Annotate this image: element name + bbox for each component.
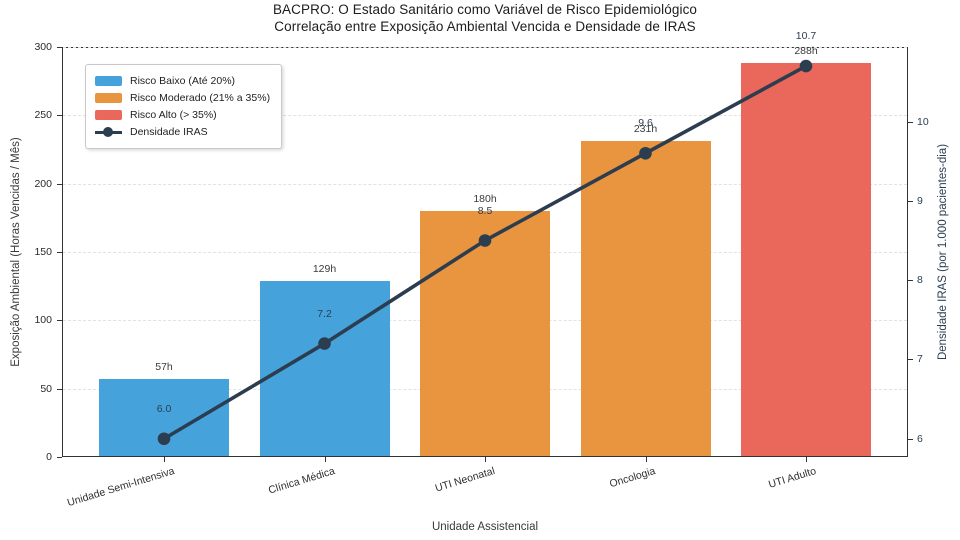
line-value-label: 10.7 xyxy=(795,30,817,43)
y-tick-left xyxy=(57,183,62,185)
x-tick xyxy=(324,457,326,462)
legend-item-risco-baixo: Risco Baixo (Até 20%) xyxy=(95,73,270,89)
x-tick xyxy=(164,457,165,462)
x-tick-label: UTI Adulto xyxy=(767,465,818,491)
legend-label: Risco Moderado (21% a 35%) xyxy=(130,92,271,104)
y-tick-label-right: 6 xyxy=(917,432,923,445)
legend-swatch-risco-moderado xyxy=(95,93,122,103)
y-tick-right xyxy=(908,280,913,282)
legend-label: Risco Alto (> 35%) xyxy=(130,109,217,121)
legend-item-risco-moderado: Risco Moderado (21% a 35%) xyxy=(95,90,270,106)
y-tick-label-right: 10 xyxy=(917,115,929,128)
bar xyxy=(580,141,711,456)
y-tick-right xyxy=(908,200,913,202)
y-tick-left xyxy=(57,115,62,117)
y-tick-right xyxy=(908,121,913,123)
x-tick-label: UTI Neonatal xyxy=(433,465,497,495)
y-tick-label-right: 8 xyxy=(917,274,923,287)
y-axis-title-left: Exposição Ambiental (Horas Vencidas / Mê… xyxy=(10,137,22,367)
y-tick-label-left: 50 xyxy=(40,382,52,395)
x-tick-label: Unidade Semi-Intensiva xyxy=(65,465,176,510)
chart-title: BACPRO: O Estado Sanitário como Variável… xyxy=(272,2,698,17)
legend-label: Densidade IRAS xyxy=(130,126,208,138)
x-tick-label: Clínica Médica xyxy=(266,465,337,497)
legend-swatch-risco-baixo xyxy=(95,76,122,86)
y-axis-title-right: Densidade IRAS (por 1.000 pacientes-dia) xyxy=(937,143,949,361)
x-tick-label: Oncologia xyxy=(608,465,658,491)
bar xyxy=(741,63,871,456)
bar-value-label: 288h xyxy=(794,45,818,58)
x-tick xyxy=(645,457,647,462)
line-value-label: 7.2 xyxy=(317,307,332,320)
x-axis-title: Unidade Assistencial xyxy=(431,521,539,533)
y-tick-right xyxy=(908,359,913,361)
bar-value-label: 57h xyxy=(155,361,173,374)
legend-item-densidade-iras: Densidade IRAS xyxy=(95,124,270,140)
gridline xyxy=(63,183,907,185)
y-tick-label-right: 7 xyxy=(917,353,923,366)
line-marker xyxy=(799,59,813,73)
legend: Risco Baixo (Até 20%) Risco Moderado (21… xyxy=(85,64,283,149)
line-marker xyxy=(478,234,492,247)
line-value-label: 6.0 xyxy=(156,402,172,415)
legend-item-risco-alto: Risco Alto (> 35%) xyxy=(95,107,270,123)
y-tick-right xyxy=(908,438,913,440)
bar-value-label: 129h xyxy=(312,262,337,275)
legend-swatch-risco-alto xyxy=(95,110,122,120)
y-tick-label-left: 150 xyxy=(34,246,52,258)
line-series xyxy=(157,59,813,446)
y-tick-label-left: 100 xyxy=(34,314,52,327)
line-value-label: 9.6 xyxy=(638,117,653,130)
y-tick-label-left: 200 xyxy=(34,177,52,190)
x-tick xyxy=(485,457,486,462)
y-tick-label-left: 250 xyxy=(34,109,52,122)
line-marker xyxy=(157,432,171,446)
legend-label: Risco Baixo (Até 20%) xyxy=(130,75,236,87)
y-tick-left xyxy=(57,457,62,458)
legend-line-marker-icon xyxy=(95,127,122,137)
chart-subtitle: Correlação entre Exposição Ambiental Ven… xyxy=(274,19,696,34)
y-tick-left xyxy=(57,320,62,322)
bar-value-label: 231h xyxy=(633,123,658,136)
y-tick-label-left: 0 xyxy=(46,451,52,463)
line-marker xyxy=(639,146,652,160)
line-value-label: 8.5 xyxy=(477,204,493,217)
bar-value-label: 180h xyxy=(473,193,497,205)
y-tick-label-left: 300 xyxy=(34,41,52,53)
x-tick xyxy=(806,457,807,462)
line-marker xyxy=(318,337,331,350)
y-tick-left xyxy=(57,47,62,48)
y-tick-left xyxy=(57,252,62,253)
y-tick-label-right: 9 xyxy=(917,194,923,207)
gridline xyxy=(63,47,907,48)
bar xyxy=(420,211,550,456)
gridline xyxy=(63,115,907,117)
y-tick-left xyxy=(57,388,62,390)
